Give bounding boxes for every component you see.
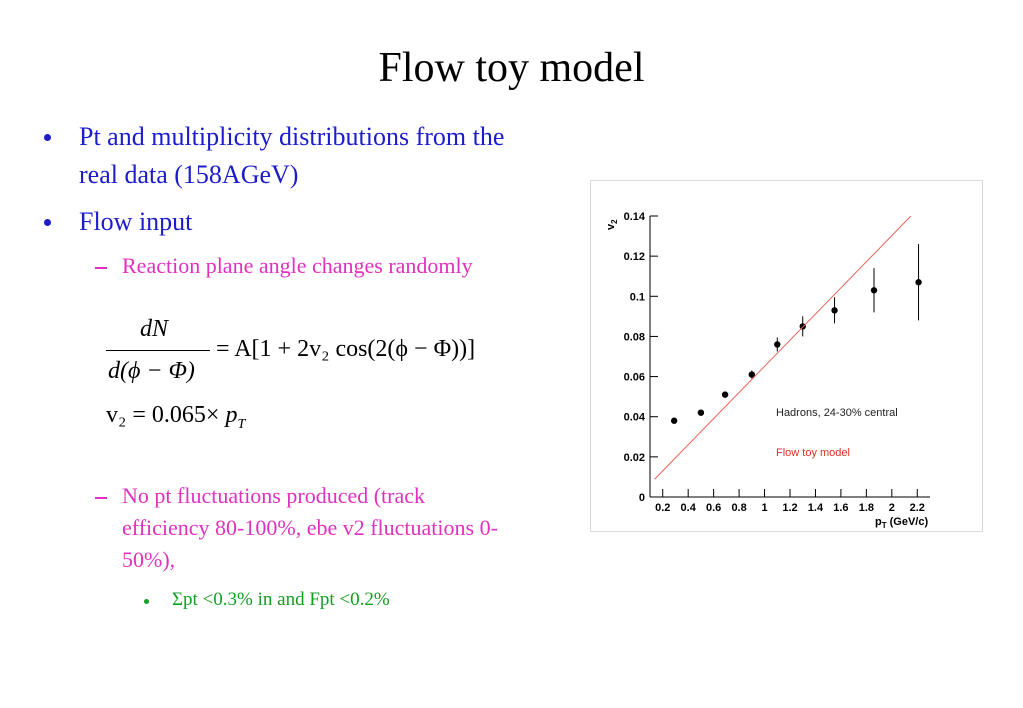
sub-bullet: No pt fluctuations produced (track effic… [122,483,498,572]
formula-2-lhs: v₂ = 0.065× [106,402,220,428]
y-tick-label: 0.1 [630,291,645,303]
fraction-bar [106,350,210,351]
y-tick-label: 0.12 [624,251,645,263]
data-point [697,409,705,416]
y-label-sub: 2 [610,219,619,224]
x-tick-label: 1.6 [833,502,848,514]
data-point [831,307,838,314]
bullet: Pt and multiplicity distributions from t… [79,122,505,189]
data-point [870,287,878,294]
formula-denominator: d(ϕ − Φ) [108,358,195,384]
y-tick-label: 0.14 [624,211,646,223]
model-line [654,216,912,480]
plot-area [650,216,930,497]
y-label-main: v [605,223,617,230]
y-axis-label: v2 [605,219,619,230]
sub-bullet-marker [95,497,107,499]
x-tick-label: 1.2 [782,502,797,514]
x-tick-label: 1.8 [859,502,874,514]
x-label-sub: T [882,521,887,530]
x-label-main: p [875,516,882,528]
sub-sub-bullet: Σpt <0.3% in and Fpt <0.2% [172,589,390,610]
y-tick-label: 0.06 [624,372,645,384]
slide-title: Flow toy model [378,45,645,91]
x-tick-label: 0.6 [706,502,721,514]
x-tick-label: 2.2 [910,502,925,514]
y-tick-label: 0 [639,492,645,504]
bullet: Flow input [79,207,193,236]
data-point [670,417,678,424]
legend-entry: Flow toy model [776,447,850,459]
x-tick-label: 0.2 [655,502,670,514]
formula-rhs: = A[1 + 2v₂ cos(2(ϕ − Φ))] [216,336,476,362]
sub-bullet-marker [95,267,107,269]
chart: 0 0.02 0.04 0.06 0.08 0.1 0.12 0.14 0.2 0.4 0.6 0.8… [590,180,983,532]
data-point [774,341,781,348]
data-point [721,391,729,398]
sub-bullet: Reaction plane angle changes randomly [122,253,473,278]
bullet-marker [44,219,51,226]
x-axis-label: pT (GeV/c) [875,516,928,530]
x-tick-label: 0.4 [681,502,697,514]
bullet-marker [44,134,51,141]
formula-numerator: dN [140,316,169,342]
data-point [748,371,756,378]
y-tick-label: 0.04 [624,412,646,424]
formula-2-sub: T [237,416,246,432]
x-tick-label: 1 [761,502,767,514]
data-point [915,279,922,286]
y-tick-label: 0.08 [624,331,645,343]
x-label-unit: (GeV/c) [890,516,929,528]
x-tick-label: 2 [889,502,895,514]
plot-layer [654,216,922,480]
legend-entry: Hadrons, 24-30% central [776,407,898,419]
formula-2-var: p [225,402,238,428]
sub-sub-bullet-marker [144,599,149,604]
y-tick-label: 0.02 [624,452,645,464]
x-tick-label: 1.4 [808,502,824,514]
x-tick-label: 0.8 [731,502,746,514]
formula-2: v₂ = 0.065× pT [106,402,245,433]
